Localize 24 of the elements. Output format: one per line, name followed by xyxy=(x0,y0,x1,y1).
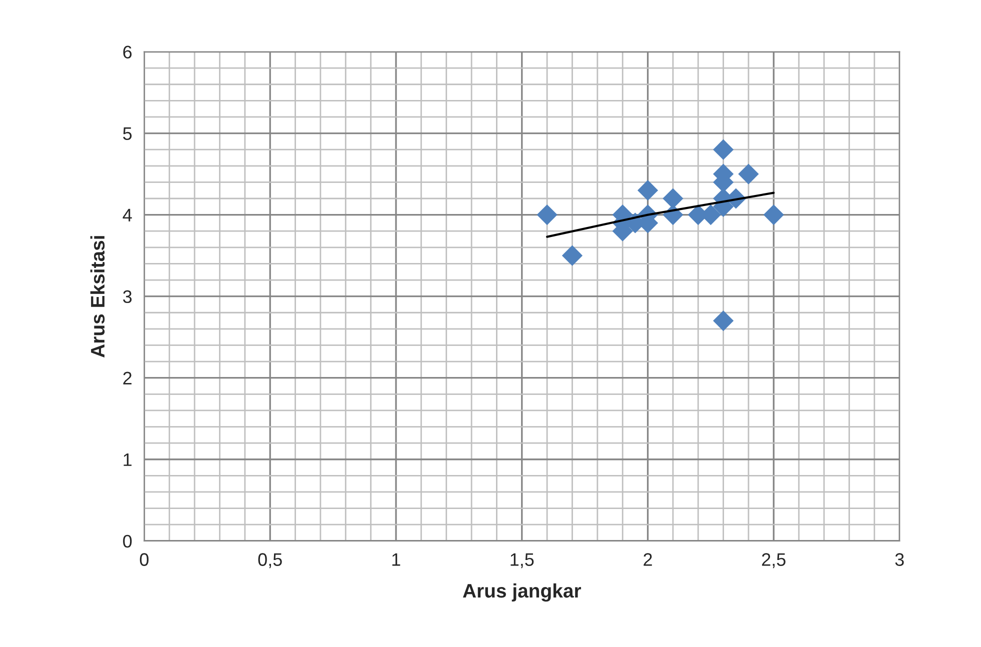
point xyxy=(536,204,558,226)
y-tick-label: 0 xyxy=(123,534,132,548)
point xyxy=(713,139,734,160)
point xyxy=(763,204,784,226)
y-tick-label: 2 xyxy=(123,372,132,384)
x-tick-label: 0,5 xyxy=(258,553,282,568)
x-tick-label: 3 xyxy=(895,553,904,566)
x-axis-title: Arus jangkar xyxy=(462,583,582,602)
y-axis-title: Arus Eksitasi xyxy=(90,236,105,358)
x-tick-label: 0 xyxy=(140,553,149,566)
point xyxy=(713,310,734,332)
x-tick-label: 1 xyxy=(392,553,400,566)
x-tick-label: 1,5 xyxy=(510,553,534,568)
point xyxy=(738,164,759,184)
point xyxy=(562,245,583,266)
y-tick-label: 3 xyxy=(123,290,132,304)
point xyxy=(637,180,658,201)
y-tick-label: 6 xyxy=(123,46,132,58)
x-tick-label: 2,5 xyxy=(762,553,786,568)
x-tick-label: 2 xyxy=(644,553,652,566)
y-tick-label: 5 xyxy=(123,127,132,140)
point xyxy=(662,188,684,209)
y-tick-label: 4 xyxy=(122,208,132,222)
y-tick-label: 1 xyxy=(124,453,132,466)
